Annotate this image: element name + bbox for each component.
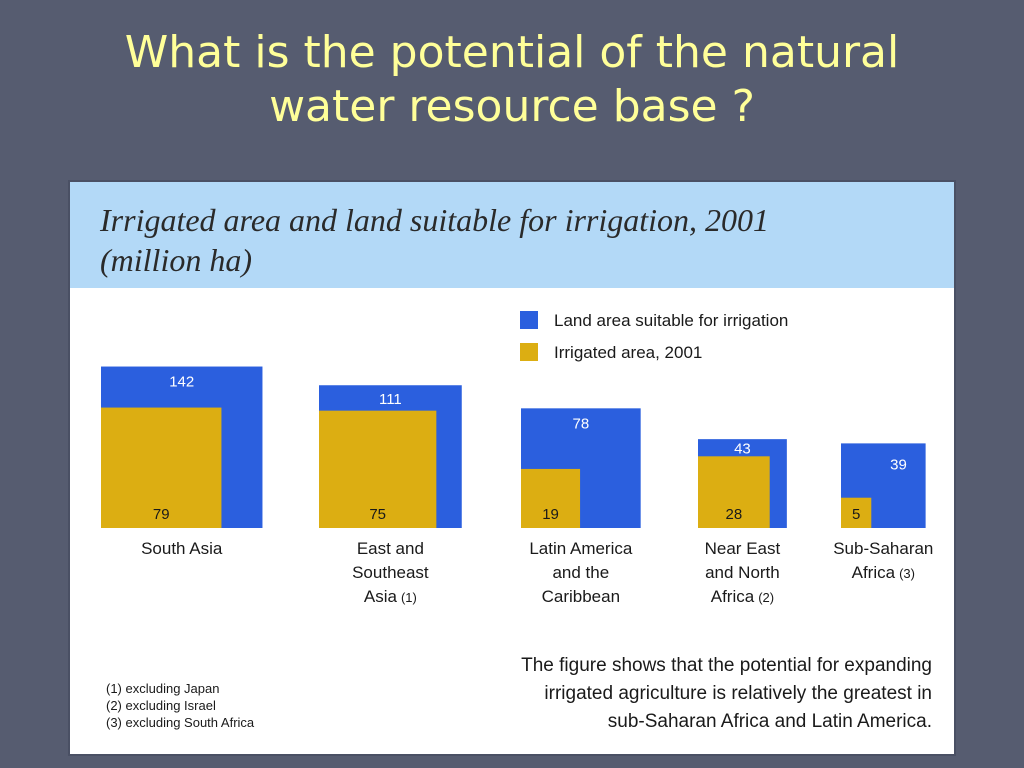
value-label-irrigated: 79	[153, 506, 170, 523]
legend-swatch	[520, 343, 538, 361]
category-label: Sub-Saharan	[833, 539, 933, 558]
footnotes: (1) excluding Japan (2) excluding Israel…	[106, 680, 254, 731]
category-footnote-ref: (2)	[758, 590, 774, 605]
category-footnote-ref: (3)	[899, 566, 915, 581]
value-label-suitable: 111	[379, 391, 402, 408]
value-label-irrigated: 75	[369, 506, 386, 523]
value-label-suitable: 78	[572, 415, 589, 432]
category-footnote-ref: (1)	[401, 590, 417, 605]
value-label-suitable: 142	[169, 374, 194, 391]
note-line: sub-Saharan Africa and Latin America.	[607, 711, 932, 732]
chart-title-line: Irrigated area and land suitable for irr…	[100, 202, 770, 238]
category-label: East and	[357, 539, 424, 558]
value-label-irrigated: 19	[542, 506, 559, 523]
slide-title: What is the potential of the natural wat…	[0, 26, 1024, 134]
value-label-suitable: 43	[734, 441, 751, 458]
category-label: Caribbean	[542, 587, 620, 606]
bar-chart: 142 79 South Asia 111 75 East and Southeast Asi…	[101, 311, 933, 606]
category-label: Africa (3)	[852, 563, 915, 582]
bar-irrigated	[841, 497, 872, 528]
legend-swatch	[520, 311, 538, 329]
footnote: (2) excluding Israel	[106, 698, 216, 713]
note-line: irrigated agriculture is relatively the …	[544, 683, 932, 704]
category-label: Latin America	[529, 539, 633, 558]
bar-irrigated	[101, 407, 222, 528]
bar-irrigated	[521, 468, 581, 528]
slide-title-line: water resource base ?	[269, 81, 755, 132]
legend-label: Land area suitable for irrigation	[554, 311, 788, 330]
category-label: South Asia	[141, 539, 223, 558]
chart-title: Irrigated area and land suitable for irr…	[100, 200, 930, 280]
category-label: Southeast	[352, 563, 429, 582]
category-label: Asia (1)	[364, 587, 417, 606]
chart-panel: Irrigated area and land suitable for irr…	[68, 180, 956, 756]
chart-title-line: (million ha)	[100, 242, 252, 278]
footnote: (1) excluding Japan	[106, 681, 220, 696]
value-label-irrigated: 5	[852, 506, 860, 523]
category-label: Africa (2)	[711, 587, 774, 606]
slide-title-line: What is the potential of the natural	[124, 27, 900, 78]
chart-header: Irrigated area and land suitable for irr…	[70, 182, 954, 288]
value-label-irrigated: 28	[726, 506, 743, 523]
category-label: and the	[552, 563, 609, 582]
category-label: Near East	[705, 539, 781, 558]
note-line: The figure shows that the potential for …	[521, 655, 932, 676]
category-label: and North	[705, 563, 780, 582]
bar-irrigated	[698, 456, 770, 528]
chart-note: The figure shows that the potential for …	[412, 652, 932, 736]
value-label-suitable: 39	[890, 456, 907, 473]
legend-label: Irrigated area, 2001	[554, 343, 702, 362]
footnote: (3) excluding South Africa	[106, 715, 255, 730]
bar-irrigated	[319, 410, 437, 528]
